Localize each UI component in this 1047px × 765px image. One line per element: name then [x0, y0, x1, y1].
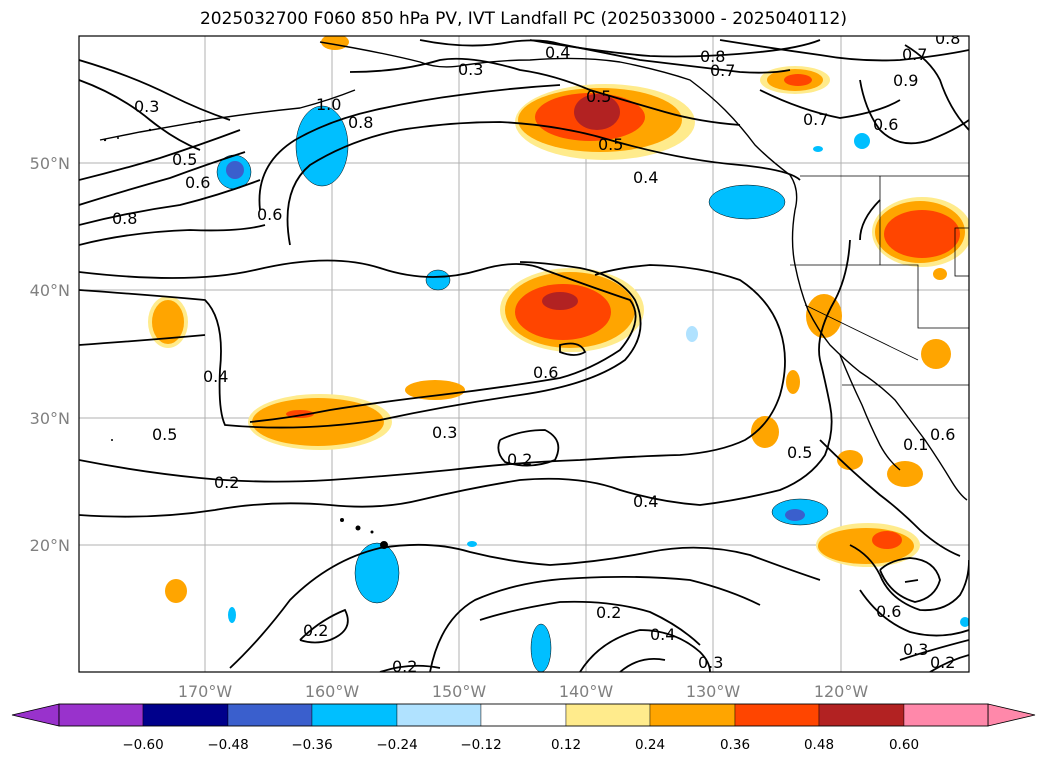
colorbar-frame [58, 703, 989, 727]
contour-label: 0.7 [803, 110, 828, 129]
contour-label: 0.4 [545, 43, 570, 62]
colorbar-labels: −0.60 −0.48 −0.36 −0.24 −0.12 0.12 0.24 … [122, 737, 919, 753]
colorbar-segment [903, 703, 989, 727]
contour-label: 0.9 [893, 71, 918, 90]
colorbar-segment [396, 703, 482, 727]
contour-label: 0.3 [432, 423, 457, 442]
colorbar-extend-right [987, 703, 1036, 727]
contour-labels: 0.4 0.8 0.7 0.7 0.8 0.5 0.5 0.4 0.7 0.6 … [112, 29, 960, 676]
lon-label: 150°W [432, 682, 487, 701]
contour-label: 0.7 [902, 45, 927, 64]
colorbar-extend-left [11, 703, 60, 727]
colorbar-label: −0.36 [291, 737, 332, 753]
contour-label: 0.6 [185, 173, 210, 192]
contour-label: 0.2 [507, 450, 532, 469]
lat-label: 40°N [30, 281, 70, 300]
lon-label: 120°W [814, 682, 869, 701]
colorbar-label: 0.60 [889, 737, 919, 753]
contour-label: 0.8 [700, 47, 725, 66]
contour-label: 0.2 [930, 653, 955, 672]
map-frame [78, 35, 970, 673]
colorbar-segment [227, 703, 313, 727]
colorbar-label: 0.24 [635, 737, 665, 753]
lon-label: 130°W [686, 682, 741, 701]
contour-label: 0.6 [257, 205, 282, 224]
colorbar-segment [649, 703, 736, 727]
contour-label: 0.4 [650, 625, 675, 644]
contour-label: 0.3 [698, 653, 723, 672]
positive-shading [148, 36, 969, 603]
contour-label: 0.8 [935, 29, 960, 48]
contour-label: 0.4 [203, 367, 228, 386]
contour-label: 0.3 [134, 97, 159, 116]
contour-label: 0.3 [903, 640, 928, 659]
contour-label: 0.2 [214, 473, 239, 492]
contour-label: 0.5 [787, 443, 812, 462]
contour-label: 0.8 [112, 209, 137, 228]
colorbar-segment [480, 703, 567, 727]
contour-label: 0.6 [533, 363, 558, 382]
colorbar-segment [58, 703, 144, 727]
contour-label: 0.2 [596, 603, 621, 622]
contour-label: 0.2 [392, 657, 417, 676]
contour-label: 1.0 [316, 95, 341, 114]
lat-label: 30°N [30, 409, 70, 428]
contour-label: 0.4 [633, 492, 658, 511]
contour-label: 0.3 [458, 60, 483, 79]
contour-label: 0.7 [710, 61, 735, 80]
colorbar-label: −0.24 [376, 737, 417, 753]
lon-label: 170°W [178, 682, 233, 701]
coastlines [99, 41, 968, 501]
contour-label: 0.5 [586, 87, 611, 106]
colorbar-label: −0.12 [460, 737, 501, 753]
borders [790, 175, 969, 386]
lon-label: 160°W [305, 682, 360, 701]
map-background [79, 36, 969, 672]
colorbar-segment [311, 703, 398, 727]
lon-label: 140°W [559, 682, 614, 701]
contour-label: 0.1 [903, 435, 928, 454]
colorbar-segment [142, 703, 229, 727]
latitude-labels: 50°N 40°N 30°N 20°N [30, 154, 70, 555]
colorbar-label: 0.48 [804, 737, 834, 753]
contour-label: 0.6 [876, 602, 901, 621]
contour-label: 0.2 [303, 621, 328, 640]
longitude-labels: 170°W 160°W 150°W 140°W 130°W 120°W [178, 682, 869, 701]
map-content: 0.4 0.8 0.7 0.7 0.8 0.5 0.5 0.4 0.7 0.6 … [79, 29, 969, 676]
lat-label: 20°N [30, 536, 70, 555]
lat-label: 50°N [30, 154, 70, 173]
map-title: 2025032700 F060 850 hPa PV, IVT Landfall… [199, 9, 847, 29]
contour-label: 0.5 [172, 150, 197, 169]
contour-label: 0.6 [873, 115, 898, 134]
contour-label: 0.6 [930, 425, 955, 444]
colorbar-label: 0.36 [720, 737, 750, 753]
colorbar-segment [818, 703, 905, 727]
negative-shading [216, 105, 969, 672]
contour-label: 0.4 [633, 168, 658, 187]
colorbar-segment [734, 703, 820, 727]
colorbar-segment [565, 703, 651, 727]
colorbar-label: 0.12 [551, 737, 581, 753]
contour-label: 0.8 [348, 113, 373, 132]
colorbar: −0.60 −0.48 −0.36 −0.24 −0.12 0.12 0.24 … [11, 703, 1036, 753]
ivt-contours [79, 39, 969, 672]
colorbar-label: −0.60 [122, 737, 163, 753]
contour-label: 0.5 [598, 135, 623, 154]
colorbar-label: −0.48 [207, 737, 248, 753]
contour-label: 0.5 [152, 425, 177, 444]
